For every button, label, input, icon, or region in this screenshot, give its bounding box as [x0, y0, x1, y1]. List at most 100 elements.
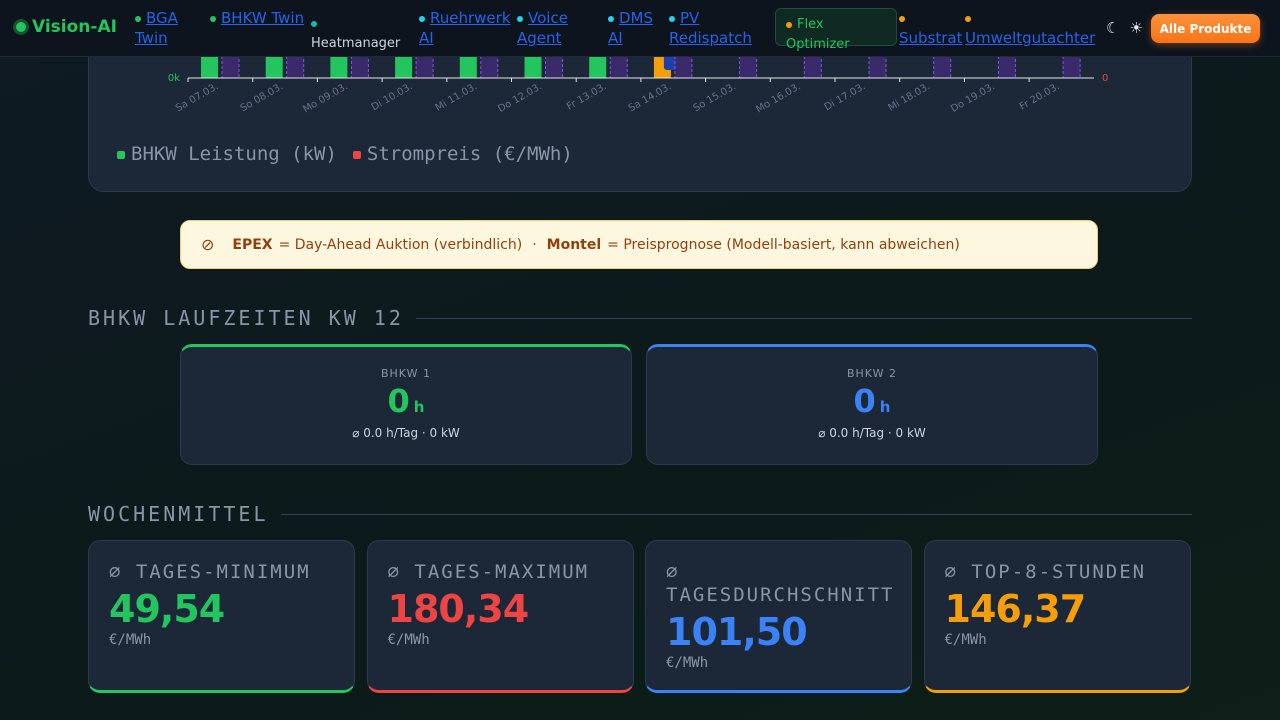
x-tick-label: Mi 11.03. [434, 81, 480, 114]
nav-label: Heatmanager [311, 36, 400, 51]
nav-bar: Vision-AI ☾ ☀ Alle Produkte BGA Twin BHKW… [0, 0, 1280, 57]
stat-label: ⌀ TAGES-MAXIMUM [388, 561, 613, 584]
nav-dot [899, 16, 905, 22]
notice-icon: ⊘ [201, 235, 214, 254]
x-tick-label: Fr 20.03. [1018, 81, 1062, 113]
section-title-text: BHKW LAUFZEITEN KW 12 [88, 306, 404, 330]
stat-card: ⌀ TAGES-MAXIMUM180,34€/MWh [367, 540, 634, 693]
legend-swatch [117, 151, 125, 159]
stat-value: 49,54 [109, 586, 334, 632]
stat-label: ⌀ TOP-8-STUNDEN [945, 561, 1170, 584]
nav-item[interactable]: DMS AI [608, 8, 666, 48]
runtime-card: BHKW 10h⌀ 0.0 h/Tag · 0 kW [180, 344, 632, 465]
notice-term: EPEX [232, 237, 272, 253]
x-tick-label: Do 12.03. [496, 81, 544, 115]
runtime-value-row: 0h [647, 382, 1097, 426]
nav-item[interactable]: Substrat [899, 8, 965, 48]
stat-card: ⌀ TOP-8-STUNDEN146,37€/MWh [924, 540, 1191, 693]
nav-dot [608, 16, 614, 22]
nav-dot [419, 16, 425, 22]
nav-link[interactable]: Ruehrwerk AI [419, 9, 511, 47]
nav-link[interactable]: BGA Twin [135, 9, 178, 47]
x-tick-label: Di 17.03. [823, 81, 868, 113]
stat-value: 101,50 [666, 609, 891, 655]
runtime-detail: ⌀ 0.0 h/Tag · 0 kW [647, 426, 1097, 440]
light-mode-icon[interactable]: ☀ [1129, 19, 1142, 37]
legend-item[interactable]: Strompreis (€/MWh) [353, 143, 573, 165]
stat-unit: €/MWh [109, 632, 334, 648]
x-tick-label: Sa 14.03. [627, 81, 674, 114]
stat-card: ⌀ TAGES-MINIMUM49,54€/MWh [88, 540, 355, 693]
stat-value: 146,37 [945, 586, 1170, 632]
nav-item[interactable]: Umweltgutachter [965, 8, 1095, 48]
nav-dot [786, 22, 792, 28]
nav-link[interactable]: PV Redispatch [669, 9, 752, 47]
section-rule [281, 514, 1193, 515]
nav-link[interactable]: Umweltgutachter [965, 29, 1095, 47]
nav-item[interactable]: Heatmanager [311, 14, 411, 54]
dark-mode-icon[interactable]: ☾ [1106, 19, 1119, 37]
runtime-unit: h [880, 398, 891, 416]
runtime-detail: ⌀ 0.0 h/Tag · 0 kW [181, 426, 631, 440]
stat-label: ⌀ TAGES-MINIMUM [109, 561, 334, 584]
nav-item[interactable]: Flex Optimizer [775, 8, 897, 46]
x-tick-label: Do 19.03. [949, 81, 997, 115]
nav-link[interactable]: Voice Agent [517, 9, 568, 47]
logo[interactable]: Vision-AI [16, 17, 117, 37]
nav-label: Flex Optimizer [786, 17, 850, 52]
x-tick-label: Mo 09.03. [301, 81, 350, 115]
legend-item[interactable]: BHKW Leistung (kW) [117, 143, 337, 165]
nav-item[interactable]: Ruehrwerk AI [419, 8, 514, 48]
x-tick-label: So 15.03. [692, 81, 739, 114]
stat-card: ⌀ TAGESDURCHSCHNITT101,50€/MWh [645, 540, 912, 693]
runtime-unit: h [414, 398, 425, 416]
legend-label: Strompreis (€/MWh) [367, 143, 573, 165]
stat-unit: €/MWh [945, 632, 1170, 648]
theme-icons: ☾ ☀ [1106, 19, 1143, 37]
legend-swatch [353, 151, 361, 159]
stat-label: ⌀ TAGESDURCHSCHNITT [666, 561, 891, 607]
legend-label: BHKW Leistung (kW) [131, 143, 337, 165]
runtime-value-row: 0h [181, 382, 631, 426]
x-tick-label: Mi 18.03. [887, 81, 933, 114]
nav-item[interactable]: BHKW Twin [210, 8, 305, 28]
nav-link[interactable]: BHKW Twin [221, 9, 304, 27]
all-products-button[interactable]: Alle Produkte [1151, 14, 1260, 43]
runtime-card: BHKW 20h⌀ 0.0 h/Tag · 0 kW [646, 344, 1098, 465]
notice-separator: · [532, 237, 536, 253]
stat-unit: €/MWh [388, 632, 613, 648]
section-title: WOCHENMITTEL [88, 502, 1192, 526]
logo-text: Vision-AI [32, 17, 117, 37]
section-rule [416, 318, 1192, 319]
notice: ⊘ EPEX = Day-Ahead Auktion (verbindlich)… [180, 220, 1098, 269]
nav-item[interactable]: BGA Twin [135, 8, 205, 48]
x-tick-label: Fr 13.03. [565, 81, 609, 113]
nav-dot [965, 16, 971, 22]
nav-dot [311, 21, 317, 27]
x-tick-label: So 08.03. [239, 81, 286, 114]
nav-dot [669, 16, 675, 22]
runtime-value: 0 [388, 382, 410, 420]
x-tick-label: Mo 16.03. [754, 81, 803, 115]
notice-text: = Day-Ahead Auktion (verbindlich) [279, 237, 523, 253]
stat-value: 180,34 [388, 586, 613, 632]
nav-link[interactable]: Substrat [899, 29, 963, 47]
nav-dot [517, 16, 523, 22]
runtime-label: BHKW 1 [181, 367, 631, 380]
section-title-text: WOCHENMITTEL [88, 502, 269, 526]
nav-dot [210, 16, 216, 22]
stat-unit: €/MWh [666, 655, 891, 671]
runtime-value: 0 [854, 382, 876, 420]
nav-item[interactable]: Voice Agent [517, 8, 605, 48]
nav-link[interactable]: DMS AI [608, 9, 653, 47]
x-tick-label: Di 10.03. [370, 81, 415, 113]
notice-text: = Preisprognose (Modell-basiert, kann ab… [607, 237, 960, 253]
chart-legend: BHKW Leistung (kW) Strompreis (€/MWh) [117, 143, 573, 165]
nav-item[interactable]: PV Redispatch [669, 8, 769, 48]
section-title: BHKW LAUFZEITEN KW 12 [88, 306, 1192, 330]
nav-dot [135, 16, 141, 22]
x-tick-label: Sa 07.03. [174, 81, 221, 114]
logo-icon [16, 22, 26, 32]
